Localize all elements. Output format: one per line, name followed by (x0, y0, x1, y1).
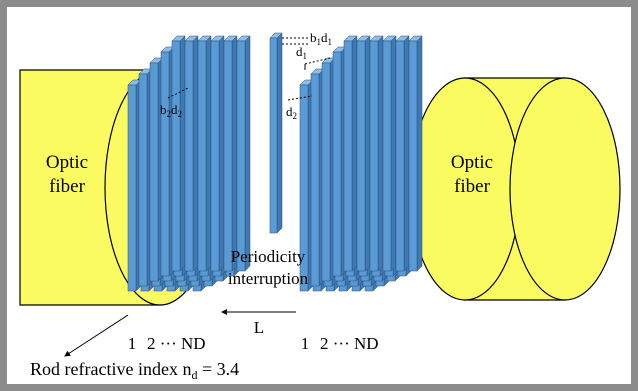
right-rod-array (299, 35, 423, 292)
left-fiber-label-line2: fiber (49, 176, 86, 197)
dimension-d1: d1 (296, 44, 331, 70)
rod-index-pointer (64, 314, 129, 357)
rod-refractive-index-label: Rod refractive index nd = 3.4 (30, 359, 239, 382)
left-rod-index-range: 2 ··· ND (147, 334, 206, 353)
dimension-b2d2: b2d2 (160, 87, 189, 119)
left-rod-26 (184, 35, 199, 272)
right-rod-index-range: 2 ··· ND (320, 334, 379, 353)
svg-text:b2d2: b2d2 (160, 102, 182, 119)
length-label: L (254, 318, 264, 337)
left-rod-30 (236, 35, 251, 272)
left-fiber-label: Optic fiber (46, 152, 88, 197)
left-rod-28 (210, 35, 225, 272)
right-rod-27 (369, 35, 384, 272)
left-rod-array (127, 32, 283, 292)
right-rod-29 (395, 35, 410, 272)
right-rod-28 (382, 35, 397, 272)
left-rod-29 (223, 35, 238, 272)
right-rod-index-1: 1 (301, 334, 310, 353)
right-rod-26 (356, 35, 371, 272)
left-inner-rod (269, 32, 283, 234)
right-fiber-label: Optic fiber (451, 152, 493, 197)
dimension-d2: d2 (286, 95, 313, 121)
left-rod-27 (197, 35, 212, 272)
gap-label-line2: interruption (228, 269, 309, 288)
svg-text:d2: d2 (286, 104, 297, 121)
right-optic-fiber (409, 77, 621, 301)
right-fiber-label-line1: Optic (451, 152, 493, 173)
length-dimension: L (221, 309, 296, 337)
svg-text:d1: d1 (296, 44, 307, 61)
right-rod-25 (343, 35, 358, 272)
svg-text:b1d1: b1d1 (310, 30, 332, 47)
left-fiber-label-line1: Optic (46, 152, 88, 173)
dimension-b1d1: b1d1 (282, 30, 332, 47)
left-rod-25 (171, 35, 186, 272)
gap-label-line1: Periodicity (231, 247, 306, 266)
left-rod-index-1: 1 (128, 334, 137, 353)
right-rod-30 (408, 35, 423, 272)
periodicity-interruption-label: Periodicity interruption (228, 247, 309, 288)
right-fiber-label-line2: fiber (454, 176, 491, 197)
